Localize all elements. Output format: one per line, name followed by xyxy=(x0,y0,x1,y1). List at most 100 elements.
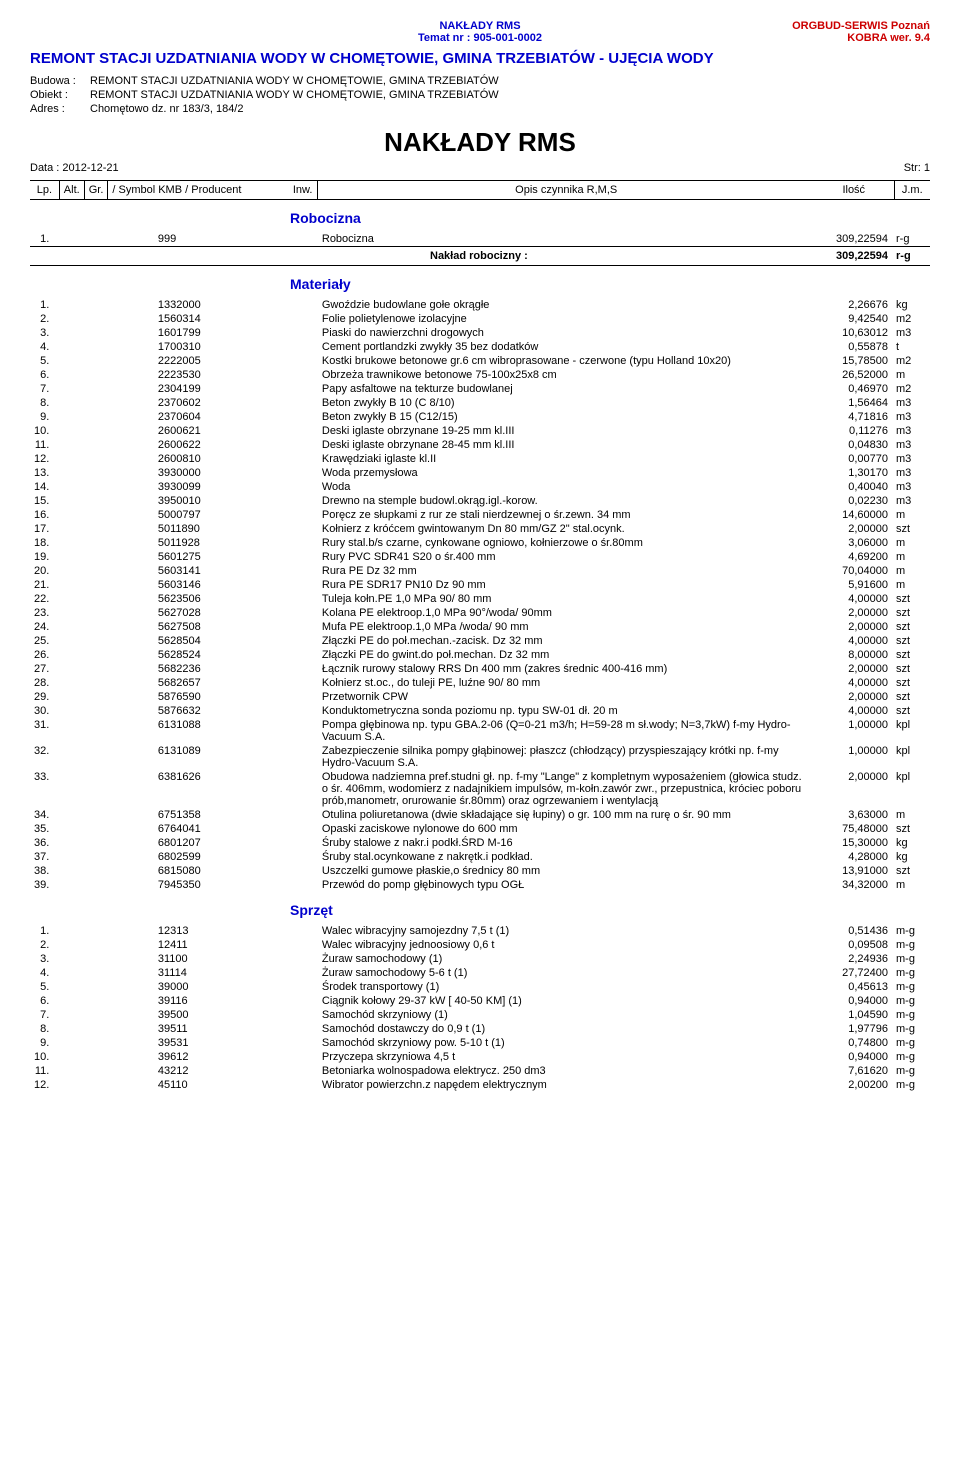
cell-jm: m-g xyxy=(894,938,930,952)
cell-ilosc: 13,91000 xyxy=(814,864,894,878)
cell-opis: Złączki PE do poł.mechan.-zacisk. Dz 32 … xyxy=(318,634,814,648)
cell-symbol: 5876590 xyxy=(108,690,288,704)
header-top: NAKŁADY RMS Temat nr : 905-001-0002 ORGB… xyxy=(30,20,930,44)
cell-symbol: 2600621 xyxy=(108,424,288,438)
cell-inw xyxy=(288,232,318,247)
cell-jm: szt xyxy=(894,822,930,836)
cell-symbol: 6381626 xyxy=(108,770,288,808)
page-title: REMONT STACJI UZDATNIANIA WODY W CHOMĘTO… xyxy=(30,50,930,67)
cell-gr xyxy=(84,550,108,564)
cell-alt xyxy=(59,878,84,892)
cell-ilosc: 9,42540 xyxy=(814,312,894,326)
table-row: 14.3930099Woda0,40040m3 xyxy=(30,480,930,494)
cell-gr xyxy=(84,368,108,382)
cell-opis: Rury PVC SDR41 S20 o śr.400 mm xyxy=(318,550,814,564)
cell-ilosc: 0,02230 xyxy=(814,494,894,508)
cell-lp: 6. xyxy=(30,368,59,382)
table-row: 34.6751358Otulina poliuretanowa (dwie sk… xyxy=(30,808,930,822)
cell-jm: szt xyxy=(894,606,930,620)
cell-opis: Przewód do pomp głębinowych typu OGŁ xyxy=(318,878,814,892)
cell-jm: m3 xyxy=(894,326,930,340)
cell-gr xyxy=(84,592,108,606)
cell-ilosc: 1,04590 xyxy=(814,1008,894,1022)
cell-alt xyxy=(59,620,84,634)
cell-alt xyxy=(59,850,84,864)
cell-alt xyxy=(59,770,84,808)
cell-gr xyxy=(84,1064,108,1078)
cell-jm: m xyxy=(894,808,930,822)
cell-alt xyxy=(59,522,84,536)
cell-gr xyxy=(84,410,108,424)
cell-lp: 20. xyxy=(30,564,59,578)
cell-gr xyxy=(84,878,108,892)
cell-lp: 6. xyxy=(30,994,59,1008)
cell-lp: 14. xyxy=(30,480,59,494)
cell-ilosc: 0,94000 xyxy=(814,994,894,1008)
header-center: NAKŁADY RMS Temat nr : 905-001-0002 xyxy=(418,20,542,44)
cell-ilosc: 1,56464 xyxy=(814,396,894,410)
cell-ilosc: 309,22594 xyxy=(814,232,894,247)
cell-gr xyxy=(84,662,108,676)
cell-alt xyxy=(59,1008,84,1022)
cell-symbol: 5603146 xyxy=(108,578,288,592)
cell-alt xyxy=(59,564,84,578)
cell-lp: 21. xyxy=(30,578,59,592)
cell-ilosc: 4,00000 xyxy=(814,592,894,606)
cell-gr xyxy=(84,340,108,354)
table-row: 1.999Robocizna309,22594r-g xyxy=(30,232,930,247)
cell-alt xyxy=(59,340,84,354)
cell-jm: kg xyxy=(894,850,930,864)
cell-inw xyxy=(288,850,318,864)
cell-symbol: 3930000 xyxy=(108,466,288,480)
cell-ilosc: 0,51436 xyxy=(814,924,894,938)
cell-opis: Beton zwykły B 15 (C12/15) xyxy=(318,410,814,424)
cell-lp: 22. xyxy=(30,592,59,606)
cell-alt xyxy=(59,382,84,396)
cell-gr xyxy=(84,396,108,410)
cell-opis: Zabezpieczenie silnika pompy głąbinowej:… xyxy=(318,744,814,770)
cell-jm: szt xyxy=(894,690,930,704)
cell-gr xyxy=(84,382,108,396)
cell-symbol: 6131089 xyxy=(108,744,288,770)
cell-opis: Woda przemysłowa xyxy=(318,466,814,480)
cell-inw xyxy=(288,966,318,980)
cell-gr xyxy=(84,1022,108,1036)
cell-inw xyxy=(288,690,318,704)
cell-gr xyxy=(84,952,108,966)
header-center-line2: Temat nr : 905-001-0002 xyxy=(418,32,542,44)
cell-inw xyxy=(288,466,318,480)
cell-opis: Tuleja kołn.PE 1,0 MPa 90/ 80 mm xyxy=(318,592,814,606)
cell-lp: 11. xyxy=(30,438,59,452)
cell-lp: 37. xyxy=(30,850,59,864)
cell-ilosc: 75,48000 xyxy=(814,822,894,836)
cell-opis: Opaski zaciskowe nylonowe do 600 mm xyxy=(318,822,814,836)
cell-ilosc: 2,00000 xyxy=(814,662,894,676)
cell-alt xyxy=(59,410,84,424)
cell-lp: 3. xyxy=(30,952,59,966)
cell-ilosc: 1,30170 xyxy=(814,466,894,480)
cell-inw xyxy=(288,1022,318,1036)
table-row: 3.31100Żuraw samochodowy (1)2,24936m-g xyxy=(30,952,930,966)
cell-jm: m2 xyxy=(894,354,930,368)
cell-inw xyxy=(288,676,318,690)
cell-alt xyxy=(59,232,84,247)
table-row: 11.43212Betoniarka wolnospadowa elektryc… xyxy=(30,1064,930,1078)
cell-symbol: 2600810 xyxy=(108,452,288,466)
cell-alt xyxy=(59,648,84,662)
cell-symbol: 1601799 xyxy=(108,326,288,340)
cell-lp: 4. xyxy=(30,966,59,980)
cell-lp: 17. xyxy=(30,522,59,536)
cell-gr xyxy=(84,606,108,620)
cell-opis: Woda xyxy=(318,480,814,494)
cell-lp: 1. xyxy=(30,924,59,938)
table-row: 25.5628504Złączki PE do poł.mechan.-zaci… xyxy=(30,634,930,648)
cell-gr xyxy=(84,232,108,247)
main-table: Lp. Alt. Gr. / Symbol KMB / Producent In… xyxy=(30,180,930,1092)
cell-gr xyxy=(84,770,108,808)
cell-ilosc: 10,63012 xyxy=(814,326,894,340)
cell-alt xyxy=(59,980,84,994)
cell-ilosc: 2,26676 xyxy=(814,298,894,312)
cell-symbol: 6802599 xyxy=(108,850,288,864)
cell-lp: 3. xyxy=(30,326,59,340)
cell-inw xyxy=(288,1036,318,1050)
